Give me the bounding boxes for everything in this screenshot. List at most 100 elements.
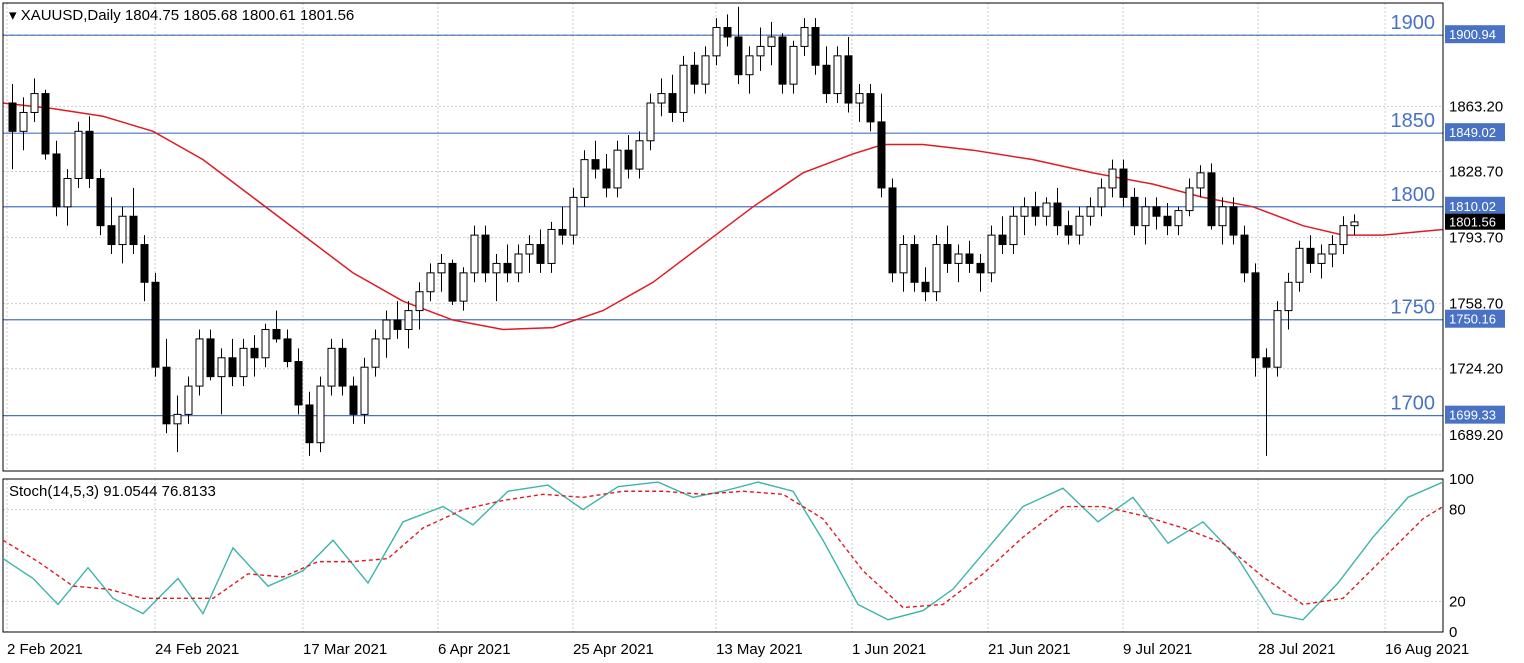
stoch-k-line bbox=[3, 482, 1443, 620]
candle bbox=[999, 235, 1006, 244]
candle bbox=[372, 339, 379, 367]
candle bbox=[889, 188, 896, 273]
candle bbox=[955, 254, 962, 263]
candle bbox=[1252, 273, 1259, 358]
candle bbox=[9, 103, 16, 131]
candle bbox=[262, 329, 269, 357]
candle bbox=[1087, 207, 1094, 216]
stoch-axis-label: 0 bbox=[1449, 624, 1457, 641]
candle bbox=[911, 245, 918, 283]
candle bbox=[273, 329, 280, 338]
candle bbox=[1098, 188, 1105, 207]
candle bbox=[966, 254, 973, 263]
date-axis-label: 13 May 2021 bbox=[716, 641, 803, 658]
candle bbox=[570, 197, 577, 235]
stoch-axis-label: 100 bbox=[1449, 471, 1474, 488]
level-price-tag-text: 1900.94 bbox=[1449, 27, 1496, 42]
candle bbox=[515, 254, 522, 273]
candle bbox=[900, 245, 907, 273]
candle bbox=[581, 160, 588, 198]
candle bbox=[757, 46, 764, 55]
candle bbox=[119, 216, 126, 244]
price-axis-label: 1828.70 bbox=[1449, 164, 1503, 181]
chart-title: ▾ XAUUSD,Daily 1804.75 1805.68 1800.61 1… bbox=[9, 7, 354, 24]
chart-svg: 1689.201724.201758.701793.701828.701863.… bbox=[0, 0, 1524, 663]
date-axis-label: 16 Aug 2021 bbox=[1385, 641, 1469, 658]
candle bbox=[1043, 203, 1050, 216]
candle bbox=[702, 56, 709, 84]
candle bbox=[438, 263, 445, 272]
candle bbox=[647, 103, 654, 141]
candle bbox=[735, 37, 742, 75]
candle bbox=[988, 235, 995, 273]
candle bbox=[746, 56, 753, 75]
candle bbox=[53, 154, 60, 207]
candle bbox=[1197, 173, 1204, 188]
candle bbox=[42, 94, 49, 154]
candle bbox=[141, 245, 148, 283]
candle bbox=[1109, 169, 1116, 188]
candle bbox=[691, 65, 698, 84]
date-axis-label: 6 Apr 2021 bbox=[438, 641, 511, 658]
candle bbox=[1208, 173, 1215, 226]
candle bbox=[317, 386, 324, 443]
candle bbox=[97, 179, 104, 226]
date-axis-label: 1 Jun 2021 bbox=[852, 641, 926, 658]
candle bbox=[471, 235, 478, 273]
candle bbox=[383, 320, 390, 339]
candle bbox=[64, 179, 71, 207]
candle bbox=[636, 141, 643, 169]
date-axis-label: 2 Feb 2021 bbox=[7, 641, 83, 658]
candle bbox=[1065, 226, 1072, 235]
candle bbox=[284, 339, 291, 362]
candle bbox=[856, 94, 863, 103]
candle bbox=[1340, 226, 1347, 245]
candle bbox=[1076, 216, 1083, 235]
candle bbox=[1318, 254, 1325, 263]
stoch-axis-label: 20 bbox=[1449, 593, 1466, 610]
candle bbox=[1032, 207, 1039, 216]
stoch-d-line bbox=[3, 491, 1443, 607]
candle bbox=[834, 56, 841, 94]
candle bbox=[823, 65, 830, 93]
candle bbox=[350, 386, 357, 414]
candle bbox=[394, 320, 401, 329]
candle bbox=[680, 65, 687, 112]
stoch-title: Stoch(14,5,3) 91.0544 76.8133 bbox=[9, 483, 216, 500]
candle bbox=[328, 348, 335, 386]
level-price-tag-text: 1699.33 bbox=[1449, 408, 1496, 423]
candle bbox=[845, 56, 852, 103]
level-price-tag-text: 1750.16 bbox=[1449, 312, 1496, 327]
date-axis-label: 24 Feb 2021 bbox=[155, 641, 239, 658]
candle bbox=[20, 112, 27, 131]
candle bbox=[1241, 235, 1248, 273]
candle bbox=[1186, 188, 1193, 211]
candle bbox=[504, 263, 511, 272]
candle bbox=[1219, 207, 1226, 226]
candle bbox=[196, 339, 203, 386]
level-label: 1700 bbox=[1391, 393, 1436, 415]
candle bbox=[779, 37, 786, 84]
candle bbox=[537, 245, 544, 264]
candle bbox=[1329, 245, 1336, 254]
candle bbox=[922, 282, 929, 291]
candle bbox=[1164, 216, 1171, 225]
candle bbox=[944, 245, 951, 264]
candle bbox=[361, 367, 368, 414]
level-label: 1750 bbox=[1391, 297, 1436, 319]
candle bbox=[174, 414, 181, 423]
candle bbox=[724, 28, 731, 37]
level-label: 1850 bbox=[1391, 110, 1436, 132]
level-price-tag-text: 1810.02 bbox=[1449, 199, 1496, 214]
candle bbox=[240, 348, 247, 376]
date-axis-label: 28 Jul 2021 bbox=[1258, 641, 1336, 658]
candle bbox=[1010, 216, 1017, 244]
candle bbox=[251, 348, 258, 357]
candle bbox=[295, 362, 302, 405]
candle bbox=[152, 282, 159, 367]
candle bbox=[163, 367, 170, 424]
price-axis-label: 1689.20 bbox=[1449, 427, 1503, 444]
candle bbox=[1263, 358, 1270, 367]
candle bbox=[306, 405, 313, 443]
candle bbox=[207, 339, 214, 377]
